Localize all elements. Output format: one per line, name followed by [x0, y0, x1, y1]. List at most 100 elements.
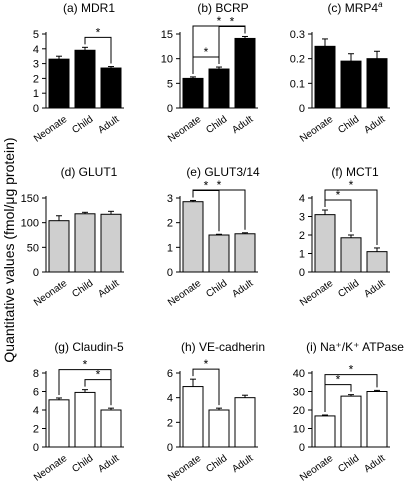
x-category-label: Child: [70, 278, 95, 300]
panel-title: (c) MRP4a: [327, 0, 383, 15]
bar-adult: [366, 58, 388, 109]
significance-bracket: [192, 368, 220, 406]
bar-neonate: [48, 58, 70, 109]
x-category-label: Child: [204, 114, 229, 136]
y-tick-label: 0.2: [290, 54, 305, 66]
y-tick-label: 4: [33, 405, 39, 417]
y-tick-label: 3: [299, 212, 305, 224]
significance-marker: *: [83, 358, 88, 372]
panel-title: (h) VE-cadherin: [181, 340, 265, 354]
x-category-label: Neonate: [166, 114, 204, 145]
chart-panel-4: (d) GLUT1 0 50 100 150 Neonate Child Adult: [21, 165, 124, 309]
y-tick-label: 20: [293, 405, 305, 417]
chart-panel-2: (b) BCRP 0 5 10 15 Neonate Child Adult * * *: [161, 1, 258, 145]
chart-panel-1: (a) MDR1 0 1 2 3 4 5 Neonate Child Adult *: [32, 1, 124, 145]
bar-adult: [100, 409, 122, 448]
chart-panel-6: (f) MCT1 0 1 2 3 4 Neonate Child Adult * *: [298, 165, 390, 309]
y-tick-label: 30: [293, 387, 305, 399]
significance-bracket: [192, 189, 246, 230]
x-category-label: Adult: [230, 114, 255, 136]
significance-bracket: [324, 189, 378, 245]
bar-neonate: [314, 45, 336, 109]
chart-panel-9: (i) Na⁺/K⁺ ATPase 0 10 20 30 40 Neonate Child Ad…: [293, 340, 404, 484]
significance-marker: *: [217, 14, 222, 28]
bar-adult: [234, 37, 256, 109]
y-tick-label: 0: [33, 442, 39, 454]
panel-title-superscript: a: [378, 0, 383, 9]
panel-title: (d) GLUT1: [61, 165, 118, 179]
y-tick-label: 1: [299, 249, 305, 261]
bar-adult: [100, 67, 122, 109]
x-category-label: Adult: [96, 453, 121, 475]
chart-panel-3: (c) MRP4a 0 0.1 0.2 0.3 Neonate Child Adult: [290, 0, 390, 145]
y-tick-label: 0: [167, 442, 173, 454]
y-tick-label: 6: [167, 368, 173, 380]
x-category-label: Neonate: [298, 278, 336, 309]
panel-title: (i) Na⁺/K⁺ ATPase: [306, 340, 404, 354]
y-tick-label: 0.3: [290, 29, 305, 41]
x-category-label: Child: [336, 114, 361, 136]
panel-title: (f) MCT1: [331, 165, 379, 179]
y-tick-label: 0: [167, 267, 173, 279]
bar-child: [74, 391, 96, 448]
bar-child: [208, 68, 230, 109]
significance-marker: *: [230, 14, 235, 28]
y-tick-label: 0: [33, 267, 39, 279]
y-tick-label: 0: [299, 267, 305, 279]
bar-neonate: [48, 399, 70, 448]
significance-marker: *: [204, 178, 209, 192]
significance-marker: *: [96, 25, 101, 39]
bar-adult: [366, 391, 388, 448]
bar-neonate: [314, 214, 336, 273]
x-category-label: Adult: [362, 278, 387, 300]
x-category-label: Adult: [230, 278, 255, 300]
y-tick-label: 0: [299, 442, 305, 454]
bar-child: [208, 409, 230, 448]
chart-panel-8: (h) VE-cadherin 0 2 4 6 Neonate Child Adult *: [166, 340, 265, 484]
bar-adult: [366, 251, 388, 273]
x-category-label: Neonate: [166, 453, 204, 484]
y-tick-label: 1: [167, 242, 173, 254]
panel-title: (a) MDR1: [63, 1, 115, 15]
bar-adult: [234, 233, 256, 273]
y-tick-label: 10: [161, 54, 173, 66]
significance-marker: *: [336, 188, 341, 202]
bar-child: [208, 234, 230, 273]
significance-bracket: [84, 36, 112, 64]
x-category-label: Adult: [96, 278, 121, 300]
significance-marker: *: [204, 45, 209, 59]
y-tick-label: 5: [167, 78, 173, 90]
significance-marker: *: [96, 368, 101, 382]
x-category-label: Child: [70, 114, 95, 136]
x-category-label: Child: [204, 278, 229, 300]
x-category-label: Child: [204, 453, 229, 475]
x-category-label: Neonate: [32, 453, 70, 484]
significance-bracket: [192, 25, 246, 74]
significance-marker: *: [349, 363, 354, 377]
bar-child: [340, 237, 362, 273]
bar-adult: [100, 213, 122, 273]
y-tick-label: 3: [167, 193, 173, 205]
y-tick-label: 2: [33, 424, 39, 436]
bar-neonate: [182, 77, 204, 109]
panel-title: (e) GLUT3/14: [186, 165, 260, 179]
bar-neonate: [182, 386, 204, 448]
bar-child: [74, 49, 96, 109]
y-tick-label: 4: [167, 393, 173, 405]
y-tick-label: 2: [33, 73, 39, 85]
y-tick-label: 2: [167, 218, 173, 230]
x-category-label: Neonate: [166, 278, 204, 309]
y-tick-label: 2: [167, 417, 173, 429]
panel-title: (b) BCRP: [197, 1, 248, 15]
x-category-label: Adult: [230, 453, 255, 475]
x-category-label: Neonate: [32, 114, 70, 145]
y-tick-label: 2: [299, 230, 305, 242]
significance-marker: *: [217, 178, 222, 192]
bar-neonate: [314, 415, 336, 448]
x-category-label: Adult: [96, 114, 121, 136]
panel-title: (g) Claudin-5: [54, 340, 124, 354]
significance-marker: *: [204, 357, 209, 371]
x-category-label: Neonate: [298, 114, 336, 145]
